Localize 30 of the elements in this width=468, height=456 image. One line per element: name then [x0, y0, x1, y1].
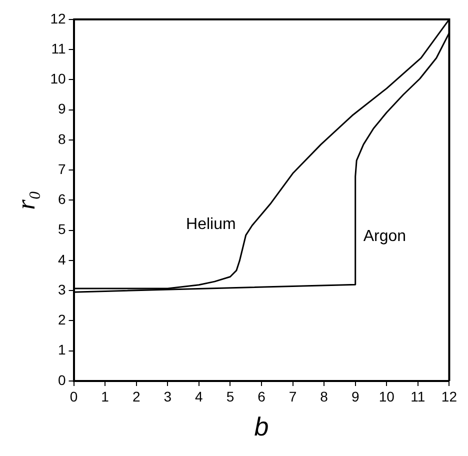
x-tick-label: 9 — [351, 388, 360, 404]
x-tick-label: 1 — [101, 388, 110, 404]
x-tick-label: 2 — [132, 388, 140, 404]
series-label: Argon — [363, 228, 406, 245]
y-tick-label: 6 — [58, 191, 66, 208]
x-tick-label: 6 — [258, 388, 266, 404]
y-tick-label: 4 — [58, 251, 66, 268]
x-tick-label: 4 — [195, 388, 204, 404]
x-tick-label: 7 — [288, 388, 297, 404]
y-tick-label: 2 — [58, 312, 66, 328]
y-tick-label: 3 — [58, 281, 66, 298]
y-tick-label: 0 — [58, 372, 66, 388]
x-tick-label: 0 — [70, 388, 78, 404]
x-tick-label: 11 — [410, 388, 426, 404]
x-tick-label: 8 — [320, 388, 328, 404]
y-tick-label: 1 — [58, 342, 66, 358]
x-tick-label: 5 — [226, 388, 234, 404]
y-tick-label: 12 — [50, 10, 66, 26]
series-label: Helium — [186, 216, 236, 233]
x-axis-title: b — [254, 412, 269, 442]
y-tick-label: 11 — [51, 40, 66, 56]
y-axis-title: r₀ — [11, 190, 40, 210]
y-tick-label: 5 — [58, 221, 66, 238]
x-tick-label: 10 — [378, 388, 395, 404]
x-tick-label: 12 — [441, 388, 458, 404]
x-tick-label: 3 — [164, 388, 172, 404]
y-tick-label: 8 — [58, 130, 66, 147]
y-tick-label: 7 — [58, 160, 66, 177]
y-tick-label: 9 — [58, 100, 66, 117]
y-tick-label: 10 — [50, 70, 66, 87]
